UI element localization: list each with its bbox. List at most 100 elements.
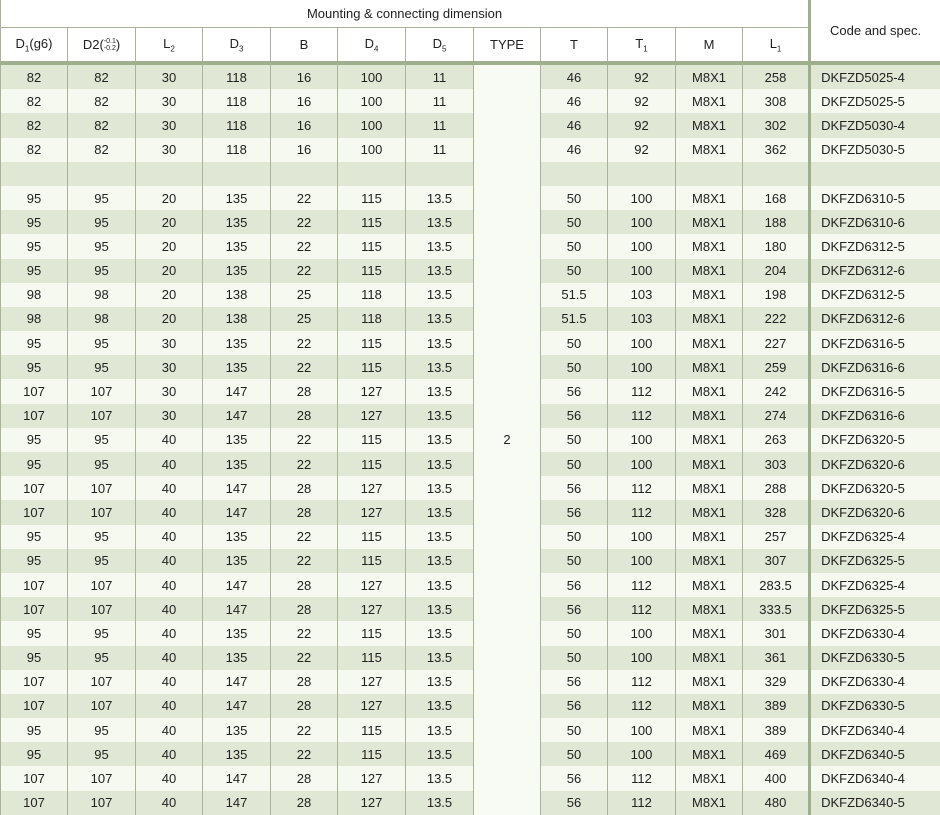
table-cell: M8X1 [676, 63, 743, 89]
table-cell: 135 [203, 259, 271, 283]
table-cell: 40 [136, 646, 203, 670]
table-cell: 95 [68, 718, 136, 742]
table-cell: 135 [203, 718, 271, 742]
table-cell: 118 [203, 89, 271, 113]
table-cell: 22 [271, 331, 338, 355]
table-cell: 288 [743, 476, 810, 500]
table-cell: 11 [406, 113, 474, 137]
table-cell: 135 [203, 355, 271, 379]
table-cell: 82 [1, 113, 68, 137]
code-cell [810, 162, 940, 186]
table-cell: 135 [203, 210, 271, 234]
table-cell: 107 [1, 597, 68, 621]
table-cell: M8X1 [676, 549, 743, 573]
column-header: D4 [338, 28, 406, 64]
table-cell: 98 [1, 307, 68, 331]
table-cell: 100 [608, 186, 676, 210]
table-cell: 22 [271, 525, 338, 549]
table-cell: 95 [1, 210, 68, 234]
table-cell: M8X1 [676, 89, 743, 113]
table-cell: 127 [338, 500, 406, 524]
table-cell [743, 162, 810, 186]
table-cell: 135 [203, 742, 271, 766]
table-cell: 28 [271, 573, 338, 597]
table-cell: 46 [541, 63, 608, 89]
table-cell: 95 [1, 718, 68, 742]
table-cell: 82 [68, 63, 136, 89]
table-cell: 20 [136, 186, 203, 210]
table-cell: M8X1 [676, 259, 743, 283]
table-cell: 100 [608, 331, 676, 355]
table-cell: 28 [271, 379, 338, 403]
code-cell: DKFZD6310-6 [810, 210, 940, 234]
table-cell: 40 [136, 428, 203, 452]
table-cell: 22 [271, 452, 338, 476]
table-cell: M8X1 [676, 113, 743, 137]
table-cell: 107 [1, 500, 68, 524]
table-cell: 13.5 [406, 186, 474, 210]
table-cell: 118 [338, 307, 406, 331]
table-cell: 95 [68, 234, 136, 258]
table-cell: 46 [541, 138, 608, 162]
code-cell: DKFZD6312-5 [810, 234, 940, 258]
code-cell: DKFZD6325-5 [810, 597, 940, 621]
code-cell: DKFZD6320-5 [810, 476, 940, 500]
code-cell: DKFZD5025-5 [810, 89, 940, 113]
table-cell: 98 [68, 307, 136, 331]
table-cell: M8X1 [676, 476, 743, 500]
table-cell: M8X1 [676, 234, 743, 258]
table-cell: 115 [338, 259, 406, 283]
table-cell: 329 [743, 670, 810, 694]
table-cell: 147 [203, 670, 271, 694]
table-cell: 40 [136, 670, 203, 694]
table-row [1, 162, 940, 186]
table-cell: M8X1 [676, 597, 743, 621]
table-cell: 40 [136, 500, 203, 524]
table-cell: 56 [541, 597, 608, 621]
table-cell: 135 [203, 525, 271, 549]
column-header: D1(g6) [1, 28, 68, 64]
table-cell: 16 [271, 63, 338, 89]
table-cell: 147 [203, 404, 271, 428]
table-cell: 135 [203, 186, 271, 210]
table-cell: 56 [541, 694, 608, 718]
code-cell: DKFZD6312-5 [810, 283, 940, 307]
table-cell: 28 [271, 766, 338, 790]
table-cell: 13.5 [406, 283, 474, 307]
table-cell: 50 [541, 621, 608, 645]
table-cell: 115 [338, 355, 406, 379]
table-cell: 22 [271, 234, 338, 258]
table-cell: 362 [743, 138, 810, 162]
table-cell: 103 [608, 283, 676, 307]
table-cell: 40 [136, 718, 203, 742]
table-cell: 95 [1, 355, 68, 379]
code-cell: DKFZD6320-5 [810, 428, 940, 452]
table-cell: 82 [68, 138, 136, 162]
table-cell: 13.5 [406, 210, 474, 234]
table-cell: 198 [743, 283, 810, 307]
table-cell: 28 [271, 694, 338, 718]
table-cell: 107 [1, 573, 68, 597]
table-cell: 147 [203, 694, 271, 718]
code-cell: DKFZD6310-5 [810, 186, 940, 210]
table-cell: 22 [271, 646, 338, 670]
type-cell: 2 [474, 63, 541, 815]
table-cell: 22 [271, 428, 338, 452]
table-cell: 127 [338, 476, 406, 500]
table-cell: 82 [68, 89, 136, 113]
table-cell: 115 [338, 210, 406, 234]
table-cell: 11 [406, 89, 474, 113]
table-cell: 30 [136, 331, 203, 355]
table-cell: 22 [271, 549, 338, 573]
table-cell: 98 [68, 283, 136, 307]
table-cell: 56 [541, 379, 608, 403]
table-cell: 257 [743, 525, 810, 549]
